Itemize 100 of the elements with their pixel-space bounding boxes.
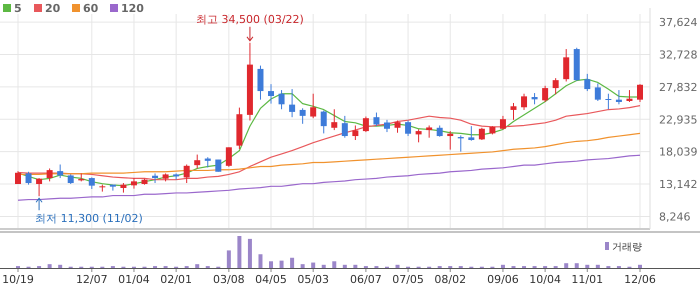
candlestick — [521, 93, 528, 110]
x-tick-label: 12/06 — [624, 273, 656, 286]
candlestick — [563, 48, 570, 82]
candlestick — [226, 146, 232, 168]
bar — [280, 260, 284, 268]
legend-label: 5 — [14, 2, 22, 15]
candlestick — [426, 124, 432, 138]
bar — [638, 264, 642, 268]
bar — [342, 264, 347, 268]
bar — [596, 264, 600, 268]
candlestick — [68, 174, 74, 185]
bar — [311, 262, 316, 268]
candlestick — [384, 119, 390, 133]
candlestick — [46, 168, 53, 182]
bar — [237, 236, 242, 268]
candlestick — [458, 134, 464, 152]
candlestick — [394, 120, 401, 134]
candlestick — [320, 110, 327, 134]
candlestick — [257, 65, 264, 100]
candlestick — [510, 102, 516, 120]
candlestick — [300, 108, 306, 124]
candlestick — [268, 84, 274, 104]
candlestick — [26, 171, 32, 186]
legend-label: 20 — [45, 2, 61, 15]
y-tick-label: 37,624 — [659, 16, 698, 30]
candlestick — [120, 182, 126, 194]
x-tick-label: 09/06 — [487, 273, 519, 286]
bar — [195, 264, 200, 268]
candlestick — [204, 156, 211, 168]
candlestick — [57, 164, 64, 179]
y-tick-label: 27,832 — [659, 80, 698, 94]
x-tick-label: 02/01 — [160, 273, 192, 286]
bar — [353, 264, 358, 268]
legend-label: 거래량 — [612, 242, 642, 253]
bar — [332, 261, 336, 268]
x-tick-label: 01/04 — [118, 273, 150, 286]
candlestick — [373, 112, 380, 127]
candlestick — [15, 170, 21, 185]
x-tick-label: 11/01 — [571, 273, 604, 286]
candlestick — [584, 73, 590, 92]
bar — [58, 264, 62, 268]
bar — [300, 264, 305, 268]
x-tick-label: 07/05 — [392, 273, 424, 286]
x-tick-label: 10/04 — [529, 273, 561, 286]
x-tick-label: 08/02 — [434, 273, 466, 286]
bar — [290, 258, 294, 268]
candlestick — [616, 90, 622, 105]
x-tick-label: 06/07 — [350, 273, 382, 286]
candlestick — [468, 126, 474, 142]
x-tick-label: 04/05 — [255, 273, 287, 286]
candlestick — [436, 124, 443, 138]
bar — [574, 263, 579, 268]
candlestick — [447, 130, 454, 150]
annotation: 최저 11,300 (11/02) — [35, 212, 143, 226]
candlestick — [289, 88, 296, 118]
candlestick — [194, 154, 200, 169]
candlestick — [416, 128, 422, 143]
y-tick-label: 18,039 — [659, 146, 698, 159]
line-series — [17, 105, 641, 180]
bar — [585, 264, 590, 268]
x-tick-label: 12/07 — [76, 273, 108, 286]
bar — [258, 254, 262, 268]
bar — [500, 264, 505, 268]
candlestick — [626, 90, 632, 102]
candlestick — [130, 178, 137, 190]
candlestick — [310, 93, 316, 119]
y-tick-label: 8,246 — [659, 210, 690, 224]
candlestick — [36, 178, 42, 197]
bar — [248, 238, 252, 268]
candlestick — [500, 115, 506, 130]
candlestick — [278, 90, 285, 110]
candlestick — [552, 78, 559, 95]
candlestick — [542, 85, 548, 102]
candlestick — [478, 127, 485, 141]
candlestick — [88, 176, 95, 190]
candlestick — [342, 115, 348, 138]
bar — [564, 263, 568, 268]
bar — [396, 264, 400, 268]
candlestick — [362, 116, 369, 133]
candlestick — [405, 120, 412, 137]
candlestick — [215, 159, 222, 172]
candlestick — [184, 164, 190, 184]
y-tick-label: 32,728 — [659, 48, 698, 62]
bar — [226, 250, 231, 268]
candlestick — [605, 93, 612, 110]
y-tick-label: 13,142 — [659, 178, 698, 192]
legend-label: 60 — [83, 2, 99, 15]
annotation: 최고 34,500 (03/22) — [196, 12, 304, 26]
x-tick-label: 03/08 — [212, 273, 245, 286]
candlestick — [637, 84, 643, 102]
x-tick-label: 05/03 — [297, 273, 330, 286]
bar — [269, 261, 274, 268]
candlestick — [594, 82, 601, 102]
candlestick — [152, 172, 158, 184]
candlestick — [532, 92, 538, 105]
candlestick — [331, 108, 338, 131]
bar — [48, 264, 52, 268]
bar — [322, 264, 326, 268]
candlestick — [352, 124, 358, 141]
legend-label: 120 — [121, 2, 144, 15]
